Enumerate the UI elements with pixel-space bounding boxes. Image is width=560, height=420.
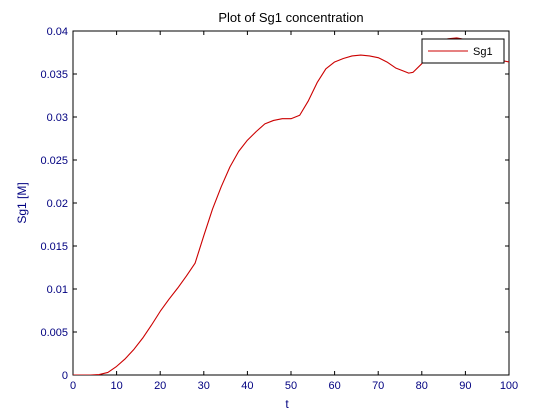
x-tick-label: 60 xyxy=(328,380,340,392)
y-tick-label: 0.005 xyxy=(40,327,68,339)
y-tick-label: 0.04 xyxy=(47,26,68,38)
legend: Sg1 xyxy=(421,38,505,64)
x-tick-label: 20 xyxy=(154,380,166,392)
y-tick-label: 0.01 xyxy=(47,284,68,296)
x-tick-label: 10 xyxy=(110,380,122,392)
y-tick-label: 0.015 xyxy=(40,241,68,253)
x-tick-label: 90 xyxy=(459,380,471,392)
y-axis-label: Sg1 [M] xyxy=(15,182,29,223)
y-tick-label: 0.02 xyxy=(47,198,68,210)
legend-box xyxy=(421,38,505,64)
y-tick-labels: 0 0.005 0.01 0.015 0.02 0.025 0.03 0.035 0.04 xyxy=(40,26,68,382)
y-tick-label: 0.025 xyxy=(40,155,68,167)
x-tick-label: 0 xyxy=(70,380,76,392)
x-tick-label: 70 xyxy=(372,380,384,392)
plot-area xyxy=(72,30,510,376)
x-tick-labels: 0 10 20 30 40 50 60 70 80 90 100 xyxy=(70,380,518,392)
x-tick-label: 100 xyxy=(500,380,518,392)
legend-label-sg1: Sg1 xyxy=(473,46,493,58)
y-tick-label: 0.03 xyxy=(47,112,68,124)
y-tick-label: 0.035 xyxy=(40,69,68,81)
y-tick-label: 0 xyxy=(62,370,68,382)
x-tick-label: 30 xyxy=(198,380,210,392)
x-tick-label: 50 xyxy=(285,380,297,392)
chart-title: Plot of Sg1 concentration xyxy=(218,10,363,25)
x-axis-label: t xyxy=(285,397,289,411)
x-tick-label: 80 xyxy=(416,380,428,392)
x-tick-label: 40 xyxy=(241,380,253,392)
